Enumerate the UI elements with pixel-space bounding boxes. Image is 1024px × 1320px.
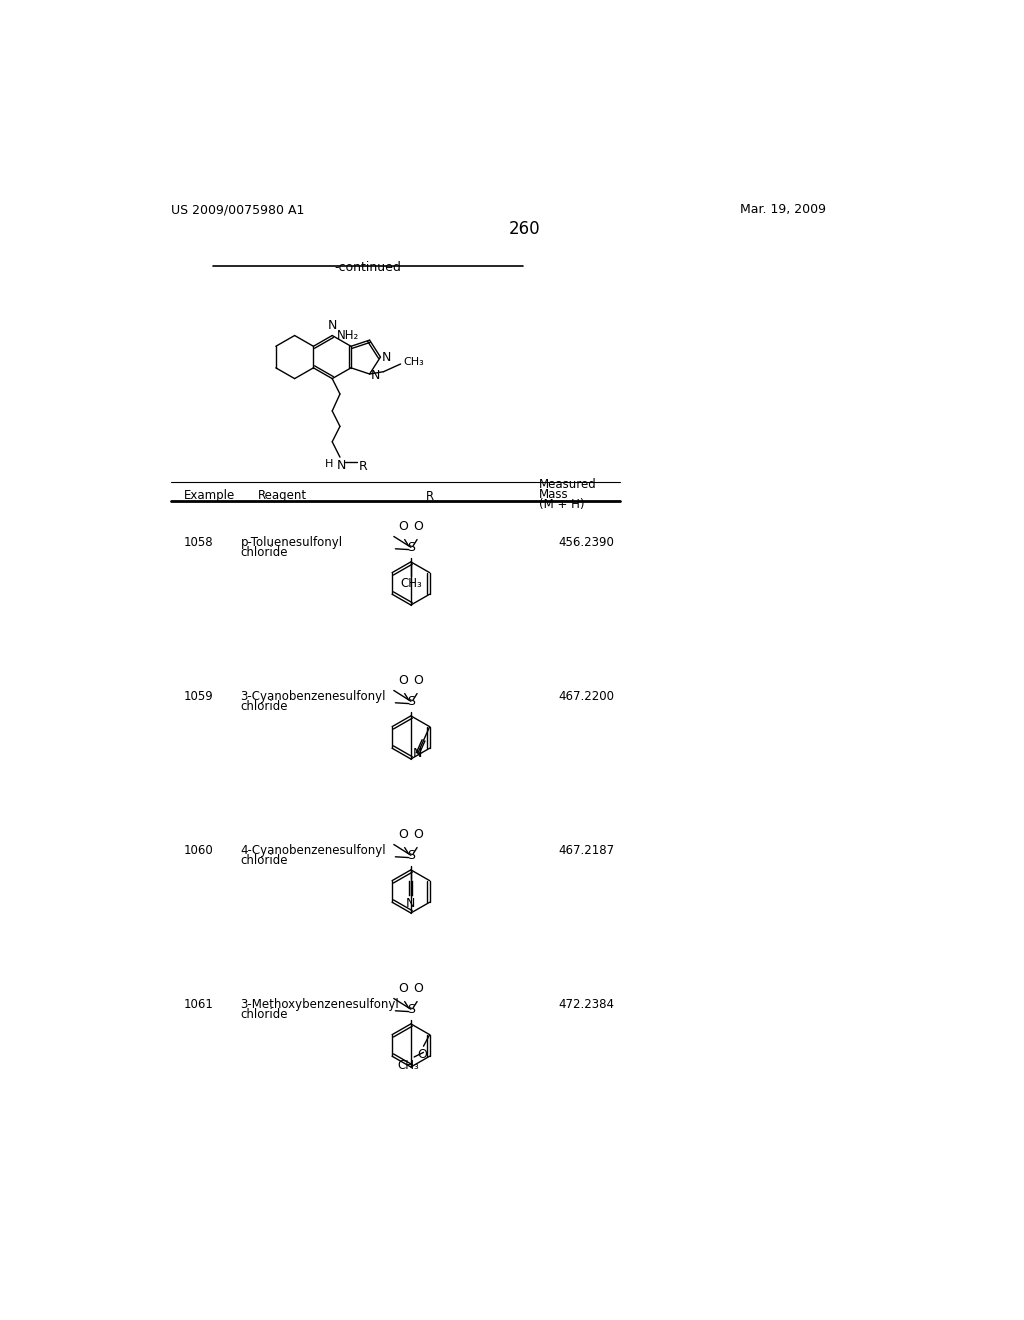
Text: Measured: Measured	[539, 478, 597, 491]
Text: N: N	[407, 896, 416, 909]
Text: p-Toluenesulfonyl: p-Toluenesulfonyl	[241, 536, 342, 549]
Text: 467.2187: 467.2187	[558, 843, 614, 857]
Text: 1058: 1058	[183, 536, 213, 549]
Text: 472.2384: 472.2384	[558, 998, 614, 1011]
Text: NH₂: NH₂	[337, 329, 359, 342]
Text: N: N	[328, 319, 337, 333]
Text: H: H	[325, 459, 333, 469]
Text: 467.2200: 467.2200	[558, 689, 614, 702]
Text: R: R	[358, 461, 368, 474]
Text: O: O	[414, 982, 424, 995]
Text: CH₃: CH₃	[397, 1059, 419, 1072]
Text: O: O	[414, 829, 424, 841]
Text: 3-Methoxybenzenesulfonyl: 3-Methoxybenzenesulfonyl	[241, 998, 399, 1011]
Text: O: O	[398, 829, 408, 841]
Text: 3-Cyanobenzenesulfonyl: 3-Cyanobenzenesulfonyl	[241, 689, 386, 702]
Text: N: N	[337, 459, 346, 471]
Text: 1060: 1060	[183, 843, 214, 857]
Text: R: R	[426, 490, 434, 503]
Text: CH₃: CH₃	[402, 358, 424, 367]
Text: chloride: chloride	[241, 701, 288, 714]
Text: S: S	[407, 849, 415, 862]
Text: N: N	[371, 370, 381, 381]
Text: US 2009/0075980 A1: US 2009/0075980 A1	[171, 203, 304, 216]
Text: S: S	[407, 541, 415, 554]
Text: O: O	[398, 520, 408, 533]
Text: 1061: 1061	[183, 998, 214, 1011]
Text: O: O	[414, 675, 424, 688]
Text: S: S	[407, 1003, 415, 1016]
Text: 1059: 1059	[183, 689, 214, 702]
Text: O: O	[417, 1048, 427, 1061]
Text: Example: Example	[183, 490, 236, 503]
Text: chloride: chloride	[241, 854, 288, 867]
Text: -continued: -continued	[335, 261, 401, 273]
Text: O: O	[414, 520, 424, 533]
Text: N: N	[382, 351, 391, 363]
Text: 260: 260	[509, 220, 541, 238]
Text: O: O	[398, 982, 408, 995]
Text: chloride: chloride	[241, 1008, 288, 1022]
Text: 4-Cyanobenzenesulfonyl: 4-Cyanobenzenesulfonyl	[241, 843, 386, 857]
Text: Mar. 19, 2009: Mar. 19, 2009	[740, 203, 826, 216]
Text: O: O	[398, 675, 408, 688]
Text: Reagent: Reagent	[258, 490, 307, 503]
Text: 456.2390: 456.2390	[558, 536, 614, 549]
Text: N: N	[413, 747, 423, 760]
Text: CH₃: CH₃	[400, 577, 422, 590]
Text: (M + H): (M + H)	[539, 498, 585, 511]
Text: Mass: Mass	[539, 488, 568, 502]
Text: S: S	[407, 694, 415, 708]
Text: chloride: chloride	[241, 546, 288, 560]
